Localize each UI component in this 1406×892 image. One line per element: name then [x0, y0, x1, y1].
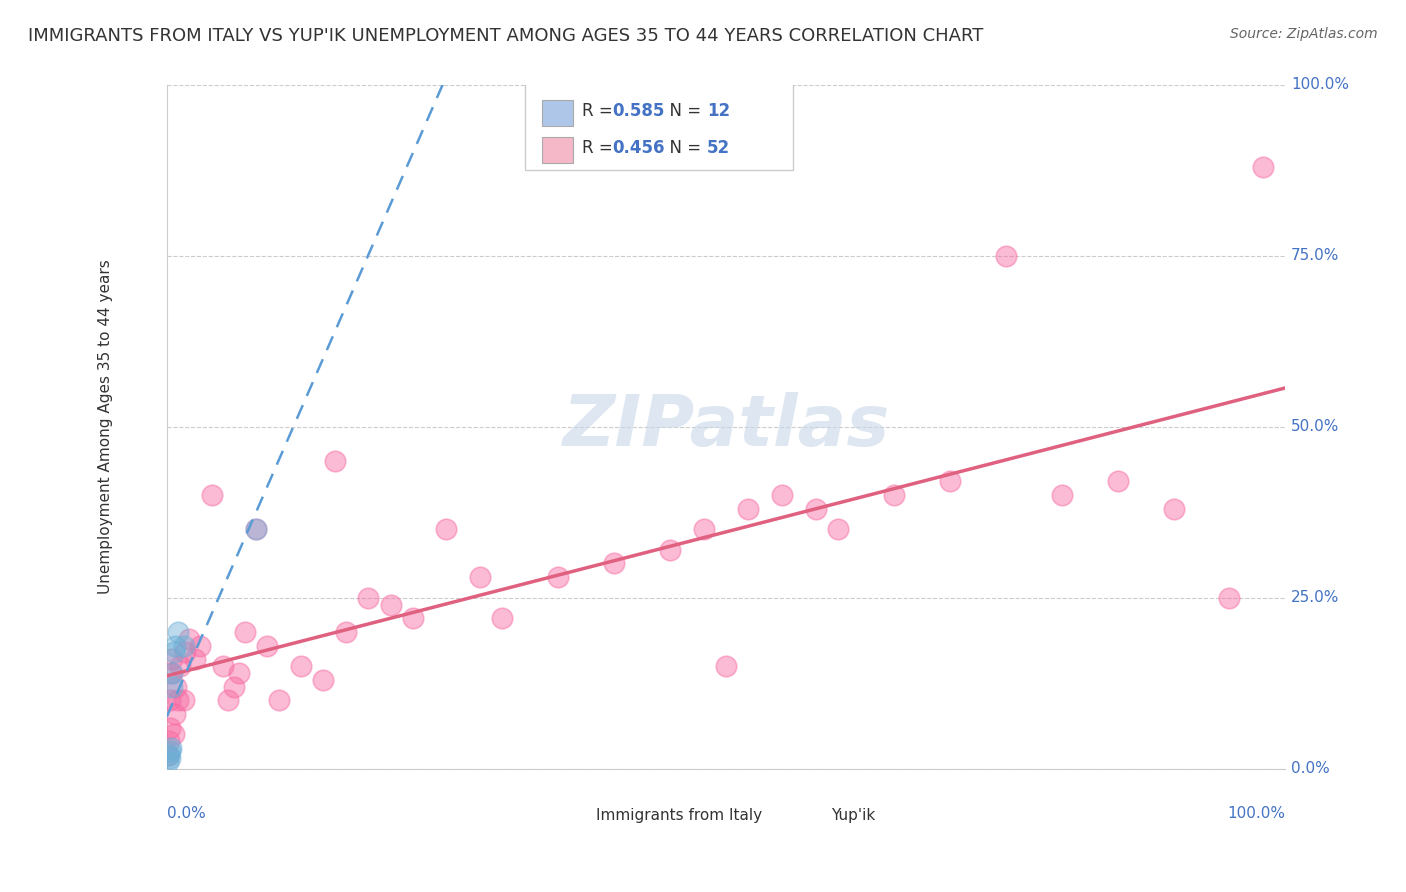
FancyBboxPatch shape [799, 804, 827, 828]
Point [1107, 475, 1129, 489]
Point [173, 639, 195, 653]
Point [179, 632, 201, 646]
Point [547, 570, 569, 584]
Point [162, 680, 184, 694]
Point [159, 721, 181, 735]
FancyBboxPatch shape [564, 804, 592, 828]
Point [1050, 488, 1073, 502]
FancyBboxPatch shape [524, 81, 793, 170]
Text: Yup'ik: Yup'ik [831, 808, 876, 823]
Point [603, 557, 626, 571]
Point [163, 706, 186, 721]
Point [157, 734, 180, 748]
Point [245, 522, 267, 536]
Point [402, 611, 425, 625]
Point [256, 639, 278, 653]
Text: 52: 52 [707, 139, 730, 157]
Point [156, 747, 179, 762]
Point [228, 665, 250, 680]
Text: 0.456: 0.456 [612, 139, 665, 157]
Point [1251, 160, 1274, 174]
Text: Unemployment Among Ages 35 to 44 years: Unemployment Among Ages 35 to 44 years [98, 260, 112, 594]
Point [200, 488, 222, 502]
Point [217, 693, 239, 707]
Point [883, 488, 905, 502]
Point [162, 652, 184, 666]
Point [436, 522, 458, 536]
Point [737, 501, 759, 516]
Point [162, 727, 184, 741]
Point [290, 659, 312, 673]
Point [233, 624, 256, 639]
Point [380, 598, 402, 612]
Text: Source: ZipAtlas.com: Source: ZipAtlas.com [1230, 27, 1378, 41]
Point [222, 680, 245, 694]
Text: N =: N = [659, 139, 706, 157]
Point [1163, 501, 1185, 516]
Point [770, 488, 793, 502]
Point [659, 542, 682, 557]
Point [245, 522, 267, 536]
Point [167, 624, 190, 639]
Point [184, 652, 207, 666]
Point [162, 645, 184, 659]
Point [1218, 591, 1240, 605]
Point [165, 680, 187, 694]
Point [491, 611, 513, 625]
Point [173, 645, 195, 659]
Point [159, 744, 181, 758]
Text: 50.0%: 50.0% [1291, 419, 1340, 434]
Point [804, 501, 827, 516]
Text: 25.0%: 25.0% [1291, 591, 1340, 605]
Point [163, 639, 186, 653]
Point [335, 624, 357, 639]
Point [211, 659, 233, 673]
Point [162, 665, 184, 680]
Point [160, 741, 183, 756]
Text: R =: R = [582, 102, 617, 120]
Text: ZIPatlas: ZIPatlas [562, 392, 890, 461]
Point [939, 475, 962, 489]
Point [159, 751, 181, 765]
Point [156, 755, 179, 769]
Point [827, 522, 849, 536]
Point [188, 639, 211, 653]
Point [160, 665, 183, 680]
FancyBboxPatch shape [541, 100, 572, 126]
Point [167, 693, 190, 707]
Text: 100.0%: 100.0% [1291, 78, 1348, 93]
Point [357, 591, 380, 605]
Text: N =: N = [659, 102, 706, 120]
FancyBboxPatch shape [541, 136, 572, 163]
Text: 0.0%: 0.0% [167, 806, 205, 822]
Text: Immigrants from Italy: Immigrants from Italy [596, 808, 762, 823]
Point [714, 659, 737, 673]
Point [267, 693, 290, 707]
Text: R =: R = [582, 139, 617, 157]
Point [169, 659, 191, 673]
Text: 75.0%: 75.0% [1291, 248, 1340, 263]
Point [693, 522, 716, 536]
Point [159, 693, 181, 707]
Point [157, 747, 180, 762]
Point [994, 249, 1017, 263]
Point [323, 454, 346, 468]
Point [468, 570, 491, 584]
Text: 0.585: 0.585 [612, 102, 665, 120]
Point [312, 673, 335, 687]
Text: 100.0%: 100.0% [1227, 806, 1285, 822]
Text: 0.0%: 0.0% [1291, 761, 1330, 776]
Point [173, 693, 195, 707]
Text: 12: 12 [707, 102, 730, 120]
Text: IMMIGRANTS FROM ITALY VS YUP'IK UNEMPLOYMENT AMONG AGES 35 TO 44 YEARS CORRELATI: IMMIGRANTS FROM ITALY VS YUP'IK UNEMPLOY… [28, 27, 983, 45]
